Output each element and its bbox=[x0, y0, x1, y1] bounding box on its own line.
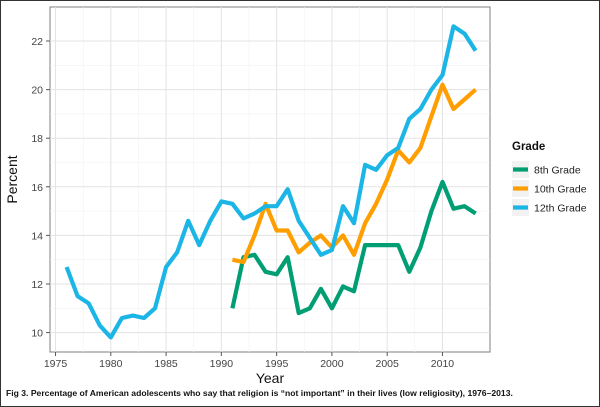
y-tick-label: 14 bbox=[31, 230, 43, 242]
x-tick-label: 1990 bbox=[210, 358, 234, 370]
legend-title: Grade bbox=[512, 141, 545, 153]
y-tick-label: 12 bbox=[31, 279, 43, 291]
plot-panel bbox=[49, 6, 491, 353]
x-axis-title: Year bbox=[256, 370, 285, 386]
figure-caption: Fig 3. Percentage of American adolescent… bbox=[6, 388, 513, 398]
legend-label-10th-grade: 10th Grade bbox=[534, 184, 587, 196]
legend-label-12th-grade: 12th Grade bbox=[534, 203, 587, 215]
y-axis-title: Percent bbox=[4, 155, 20, 203]
y-tick-label: 16 bbox=[31, 182, 43, 194]
x-tick-label: 2000 bbox=[320, 358, 344, 370]
x-tick-label: 2005 bbox=[376, 358, 400, 370]
series-line-8th-grade bbox=[230, 179, 477, 316]
y-tick-label: 10 bbox=[31, 328, 43, 340]
y-tick-label: 22 bbox=[31, 36, 43, 48]
x-tick-label: 1995 bbox=[265, 358, 289, 370]
y-tick-label: 20 bbox=[31, 85, 43, 97]
line-chart: 1975 1980 1985 1990 1995 2000 2005 201010121416… bbox=[4, 6, 587, 386]
x-tick-label: 1985 bbox=[154, 358, 178, 370]
y-tick-label: 18 bbox=[31, 133, 43, 145]
series-line-10th-grade bbox=[231, 82, 477, 265]
x-tick-label: 1980 bbox=[99, 358, 123, 370]
x-tick-label: 1975 bbox=[44, 358, 68, 370]
series-line-12th-grade bbox=[64, 24, 478, 340]
legend-label-8th-grade: 8th Grade bbox=[534, 165, 581, 177]
x-tick-label: 2010 bbox=[431, 358, 455, 370]
